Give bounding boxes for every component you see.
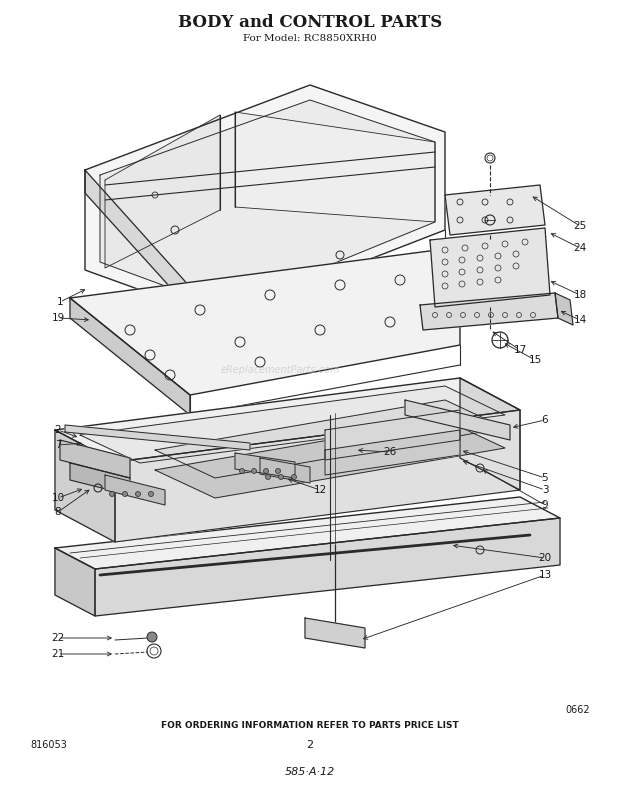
Polygon shape (65, 425, 250, 450)
Text: 21: 21 (51, 649, 64, 659)
Text: 18: 18 (574, 290, 587, 300)
Circle shape (239, 469, 244, 474)
Circle shape (265, 474, 270, 480)
Text: 2: 2 (306, 740, 314, 750)
Polygon shape (115, 410, 520, 542)
Text: 8: 8 (55, 507, 61, 517)
Text: 9: 9 (542, 500, 548, 510)
Text: eReplacementParts.com: eReplacementParts.com (220, 365, 340, 375)
Text: 585·A·12: 585·A·12 (285, 767, 335, 777)
Polygon shape (105, 115, 220, 268)
Polygon shape (155, 400, 505, 478)
Polygon shape (55, 497, 560, 569)
Text: 1: 1 (56, 297, 63, 307)
Polygon shape (460, 378, 520, 490)
Text: 24: 24 (574, 243, 587, 253)
Polygon shape (85, 85, 445, 318)
Polygon shape (105, 475, 165, 505)
Polygon shape (80, 386, 505, 463)
Text: 19: 19 (51, 313, 64, 323)
Circle shape (110, 492, 115, 496)
Polygon shape (100, 100, 435, 308)
Polygon shape (60, 440, 130, 478)
Circle shape (147, 632, 157, 642)
Text: 6: 6 (542, 415, 548, 425)
Circle shape (123, 492, 128, 496)
Polygon shape (235, 453, 295, 478)
Text: 20: 20 (538, 553, 552, 563)
Text: 2: 2 (55, 425, 61, 435)
Polygon shape (85, 170, 218, 340)
Polygon shape (55, 430, 115, 542)
Circle shape (149, 492, 154, 496)
Polygon shape (95, 518, 560, 616)
Circle shape (264, 469, 268, 474)
Circle shape (275, 469, 280, 474)
Polygon shape (260, 458, 310, 483)
Text: 816053: 816053 (30, 740, 67, 750)
Text: 17: 17 (513, 345, 526, 355)
Circle shape (136, 492, 141, 496)
Circle shape (291, 474, 296, 480)
Polygon shape (430, 228, 550, 307)
Text: 7: 7 (55, 440, 61, 450)
Text: 3: 3 (542, 485, 548, 495)
Polygon shape (70, 247, 460, 395)
Polygon shape (155, 420, 505, 498)
Polygon shape (55, 378, 520, 462)
Polygon shape (235, 112, 435, 222)
Polygon shape (405, 400, 510, 440)
Text: 14: 14 (574, 315, 587, 325)
Polygon shape (420, 293, 558, 330)
Text: 0662: 0662 (565, 705, 590, 715)
Polygon shape (55, 548, 95, 616)
Text: 22: 22 (51, 633, 64, 643)
Polygon shape (70, 463, 130, 495)
Polygon shape (70, 298, 190, 415)
Polygon shape (325, 410, 460, 460)
Text: 13: 13 (538, 570, 552, 580)
Text: For Model: RC8850XRH0: For Model: RC8850XRH0 (243, 34, 377, 43)
Text: 12: 12 (313, 485, 327, 495)
Text: FOR ORDERING INFORMATION REFER TO PARTS PRICE LIST: FOR ORDERING INFORMATION REFER TO PARTS … (161, 720, 459, 730)
Circle shape (278, 474, 283, 480)
Text: BODY and CONTROL PARTS: BODY and CONTROL PARTS (178, 13, 442, 31)
Text: 25: 25 (574, 221, 587, 231)
Text: 5: 5 (542, 473, 548, 483)
Text: 10: 10 (51, 493, 64, 503)
Text: 15: 15 (528, 355, 542, 365)
Text: 26: 26 (383, 447, 397, 457)
Polygon shape (325, 430, 460, 475)
Circle shape (252, 469, 257, 474)
Polygon shape (555, 293, 573, 325)
Polygon shape (445, 185, 545, 235)
Polygon shape (305, 618, 365, 648)
